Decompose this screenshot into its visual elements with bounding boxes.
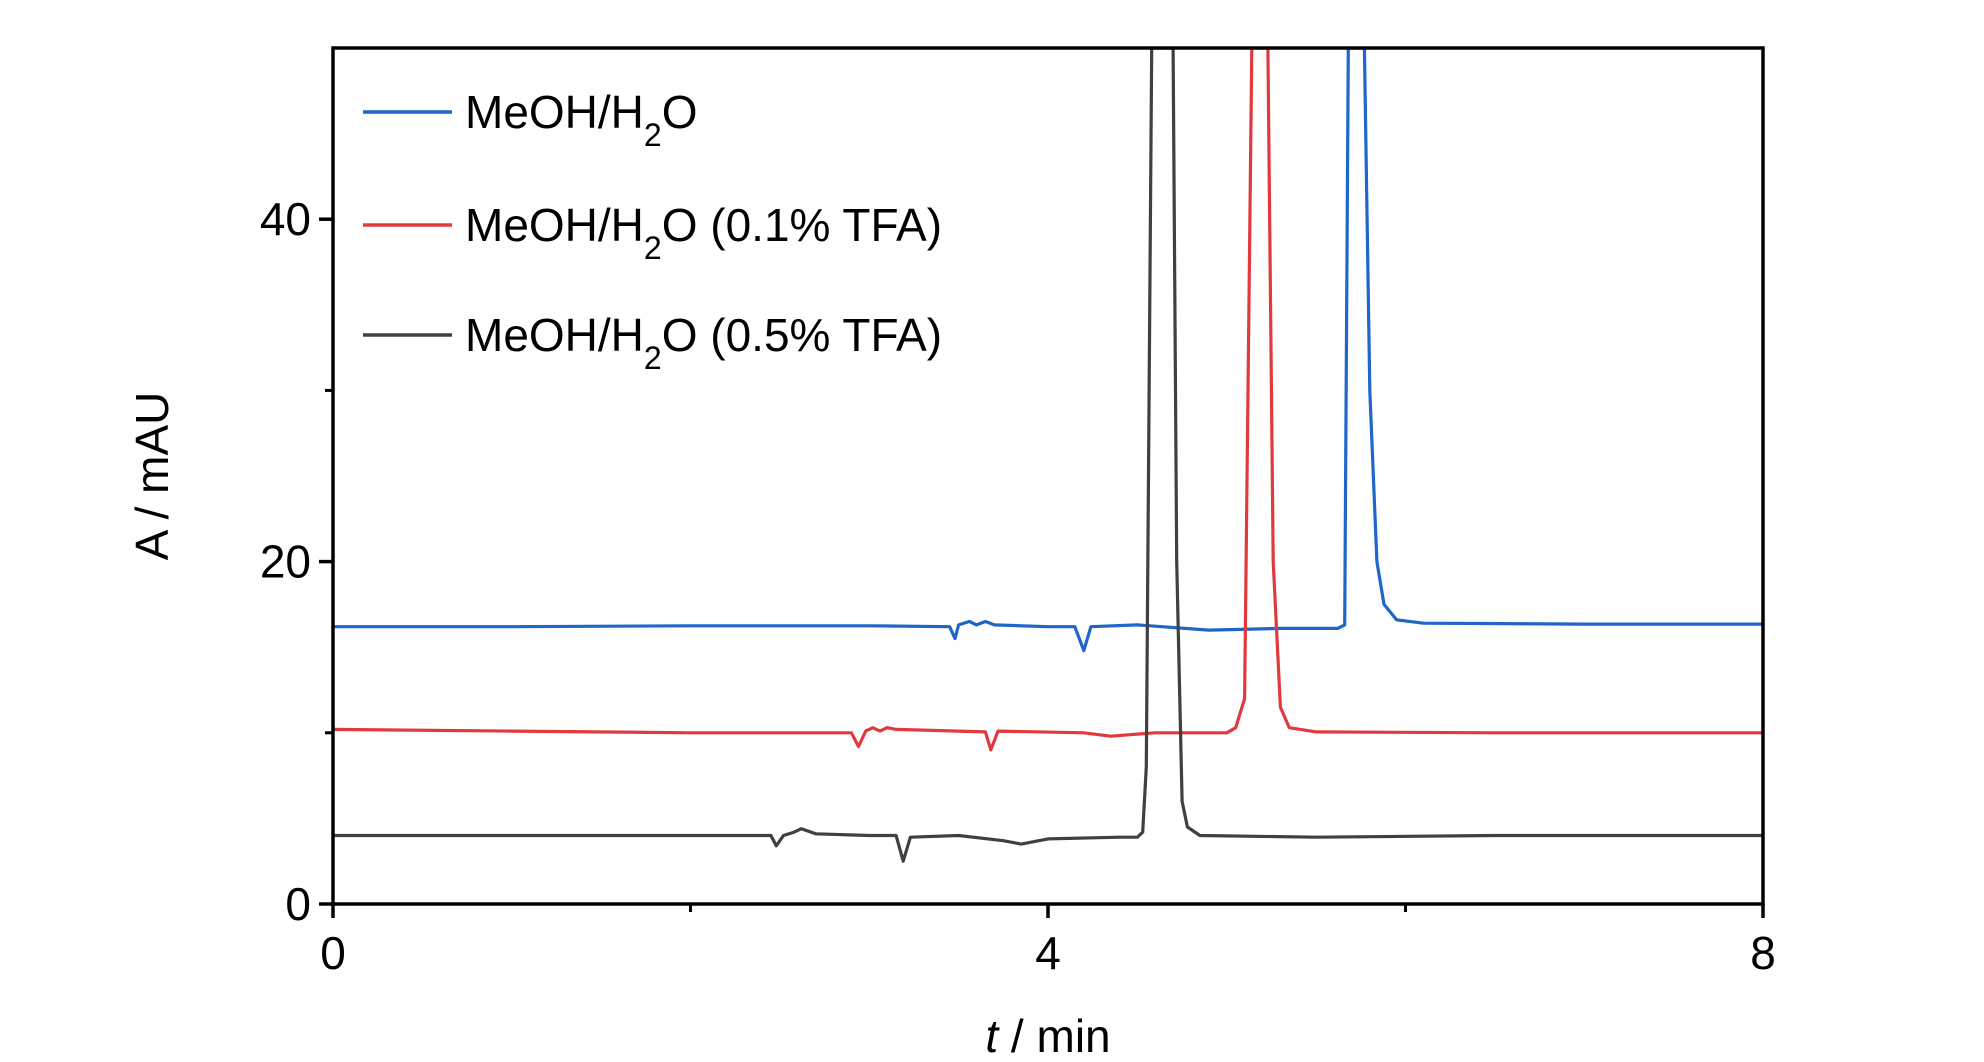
legend: MeOH/H2O MeOH/H2O (0.1% TFA) MeOH/H2O (0.5…: [363, 86, 942, 376]
plot-frame: [331, 46, 1765, 906]
legend-label-2: MeOH/H2O (0.1% TFA): [465, 199, 942, 266]
series-line-3: [333, 48, 1763, 863]
y-tick-label: 20: [260, 536, 311, 588]
y-tick-label: 0: [285, 878, 311, 930]
series-line-2: [333, 48, 1763, 752]
legend-label-1: MeOH/H2O: [465, 86, 697, 153]
series-lines: [333, 48, 1763, 863]
axes: 0 4 8 0 20 40 t / min A / mAU: [126, 46, 1776, 1062]
y-axis-title: A / mAU: [126, 392, 178, 561]
legend-label-3: MeOH/H2O (0.5% TFA): [465, 309, 942, 376]
series-line-1: [333, 48, 1763, 653]
x-tick-label: 0: [320, 927, 346, 979]
x-tick-label: 4: [1035, 927, 1061, 979]
x-axis-title: t / min: [985, 1010, 1110, 1062]
x-tick-label: 8: [1750, 927, 1776, 979]
y-tick-label: 40: [260, 193, 311, 245]
